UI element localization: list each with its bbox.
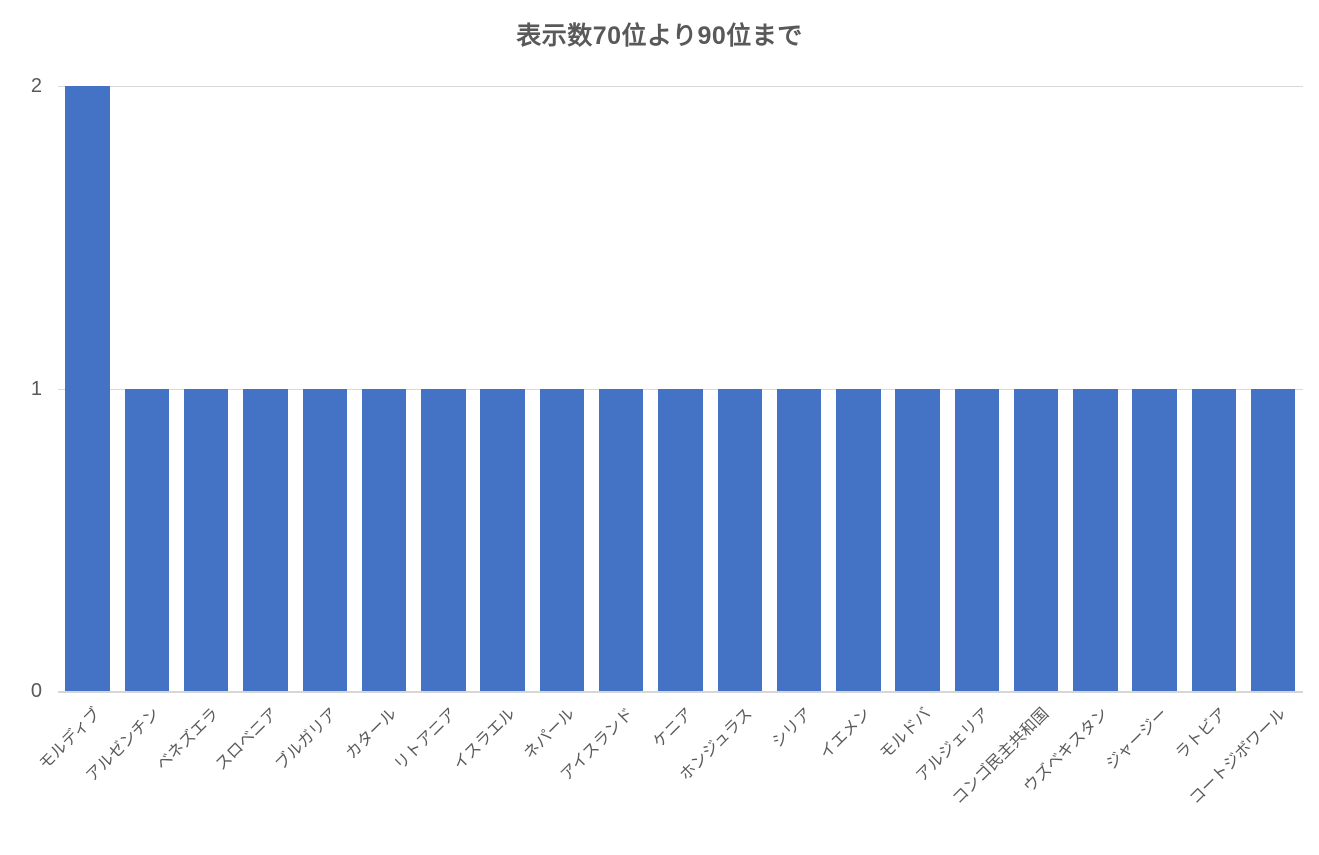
y-axis-tick-label: 1 bbox=[30, 377, 42, 400]
bar-slot bbox=[58, 86, 117, 691]
x-label-slot: ジャージー bbox=[1103, 691, 1184, 855]
x-label-slot: アイスランド bbox=[558, 691, 651, 855]
bars-layer bbox=[58, 86, 1303, 691]
x-axis: モルディブ アルゼンチン ベネズエラ スロベニア ブルガリア カタール リトアニア イスラエル… bbox=[36, 691, 1303, 855]
bar-slot bbox=[532, 86, 591, 691]
bar-slot bbox=[117, 86, 176, 691]
bar-slot bbox=[1066, 86, 1125, 691]
x-label-slot: ブルガリア bbox=[273, 691, 354, 855]
y-axis-tick-label: 2 bbox=[30, 75, 42, 97]
bar bbox=[1132, 388, 1177, 691]
bar-slot bbox=[236, 86, 295, 691]
bar-slot bbox=[1125, 86, 1184, 691]
x-label-slot: コートジボワール bbox=[1187, 691, 1303, 855]
x-label-slot: ホンジュラス bbox=[677, 691, 769, 855]
bar bbox=[124, 388, 170, 691]
bar bbox=[480, 388, 525, 691]
bar bbox=[243, 388, 288, 691]
x-label-slot: イエメン bbox=[817, 691, 888, 855]
chart-title: 表示数70位より90位まで bbox=[516, 22, 803, 50]
bar-slot bbox=[592, 86, 651, 691]
bar bbox=[1251, 388, 1296, 691]
bar-slot bbox=[1244, 86, 1303, 691]
bar-slot bbox=[177, 86, 236, 691]
bar bbox=[1191, 388, 1237, 691]
bar bbox=[183, 388, 229, 691]
bar-slot bbox=[1184, 86, 1243, 691]
bar-slot bbox=[295, 86, 354, 691]
x-axis-label: ケニア bbox=[650, 705, 697, 752]
bar-slot bbox=[473, 86, 532, 691]
bar bbox=[658, 388, 703, 691]
bar bbox=[895, 388, 940, 691]
x-axis-label: シリア bbox=[769, 705, 816, 752]
bar bbox=[302, 388, 347, 691]
gridline bbox=[58, 86, 1303, 87]
bar-slot bbox=[947, 86, 1006, 691]
bar-slot bbox=[710, 86, 769, 691]
bar-slot bbox=[651, 86, 710, 691]
bar bbox=[65, 86, 110, 691]
bar bbox=[776, 388, 822, 691]
bar bbox=[836, 388, 881, 691]
bar-slot bbox=[829, 86, 888, 691]
bar bbox=[1073, 388, 1118, 691]
bar-slot bbox=[354, 86, 413, 691]
bar-slot bbox=[888, 86, 947, 691]
y-axis-tick-label: 0 bbox=[30, 680, 42, 702]
bar bbox=[539, 388, 585, 691]
x-label-slot: イスラエル bbox=[451, 691, 532, 855]
bar-slot bbox=[769, 86, 828, 691]
bar bbox=[954, 388, 1000, 691]
bar bbox=[1013, 388, 1059, 691]
bar-slot bbox=[1007, 86, 1066, 691]
x-label-slot: シリア bbox=[769, 691, 828, 855]
plot-area bbox=[58, 86, 1303, 693]
bar bbox=[421, 388, 466, 691]
bar bbox=[361, 388, 407, 691]
bar bbox=[717, 388, 762, 691]
bar bbox=[598, 388, 644, 691]
bar-slot bbox=[414, 86, 473, 691]
y-axis: 0 1 2 bbox=[0, 75, 42, 702]
